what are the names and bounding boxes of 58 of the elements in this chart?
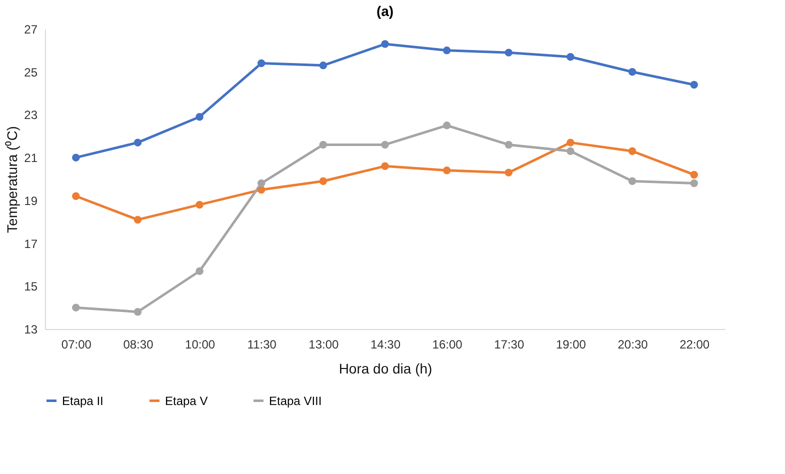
point	[196, 200, 204, 209]
y-tick-label: 21	[24, 151, 38, 166]
point	[196, 112, 204, 121]
x-tick-label: 11:30	[247, 338, 277, 352]
x-tick-label: 14:30	[370, 338, 401, 352]
point	[442, 166, 451, 174]
point	[566, 138, 574, 146]
y-tick-label: 23	[24, 108, 38, 122]
point	[690, 170, 698, 179]
point	[381, 140, 389, 149]
y-tick-label: 25	[24, 65, 38, 80]
point	[72, 154, 80, 162]
point	[566, 147, 574, 156]
point	[72, 192, 80, 200]
legend-label: Etapa VIII	[269, 394, 322, 408]
x-tick-label: 13:00	[308, 338, 340, 352]
point	[319, 177, 328, 186]
point	[628, 177, 636, 186]
x-tick-label: 07:00	[61, 338, 92, 352]
point	[319, 140, 328, 149]
x-tick-label: 17:30	[494, 338, 524, 352]
y-axis-title: Temperatura (⁰C)	[4, 126, 20, 233]
point	[319, 62, 328, 70]
point	[690, 179, 698, 188]
point	[442, 122, 451, 130]
chart-title: (a)	[376, 3, 394, 19]
point	[442, 46, 451, 54]
point	[196, 267, 204, 276]
point	[257, 186, 266, 194]
point	[566, 52, 574, 61]
point	[381, 162, 389, 170]
point	[257, 59, 266, 68]
point	[257, 179, 266, 188]
point	[134, 308, 142, 316]
y-tick-label: 15	[24, 280, 38, 294]
point	[504, 48, 513, 56]
point	[72, 304, 80, 312]
y-tick-label: 27	[24, 22, 38, 36]
y-tick-label: 17	[24, 236, 38, 251]
y-tick-label: 13	[24, 322, 38, 336]
point	[381, 40, 389, 48]
y-tick-label: 19	[24, 194, 38, 208]
point	[690, 80, 698, 89]
point	[628, 147, 636, 156]
x-tick-label: 22:00	[680, 338, 710, 352]
point	[134, 216, 142, 224]
point	[504, 140, 513, 149]
legend-label: Etapa V	[165, 394, 208, 408]
x-tick-label: 16:00	[432, 338, 463, 352]
x-axis-title: Hora do dia (h)	[338, 360, 432, 376]
point	[628, 68, 636, 76]
x-tick-label: 08:30	[123, 338, 154, 352]
point	[134, 138, 142, 146]
x-tick-label: 19:00	[556, 338, 586, 352]
x-tick-label: 10:00	[185, 338, 216, 352]
x-tick-label: 20:30	[618, 338, 648, 352]
point	[504, 168, 513, 176]
legend-label: Etapa II	[62, 394, 104, 408]
